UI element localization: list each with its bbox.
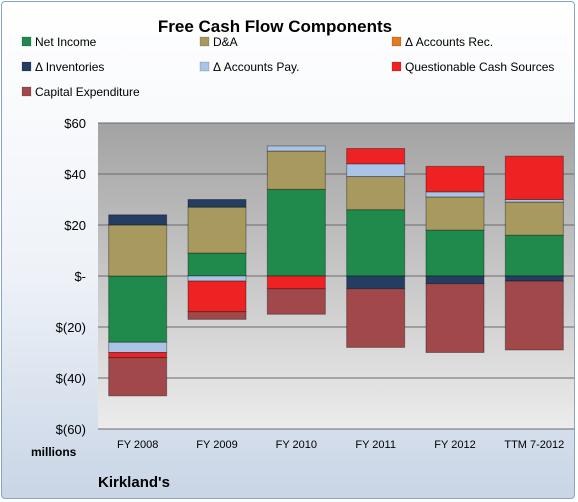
bar-d-a-fy-2008 (108, 224, 168, 277)
legend-label-d-a: D&A (213, 35, 238, 49)
bar-questionable-cash-sources-fy-2012 (425, 165, 485, 193)
y-tick-label-0: $60 (64, 116, 86, 131)
bar-net-income-fy-2008 (108, 275, 168, 343)
y-tick-label-3: $- (74, 269, 86, 284)
bar-inventories-ttm-7-2012 (504, 275, 564, 282)
bars (108, 145, 564, 397)
chart-title: Free Cash Flow Components (158, 17, 392, 36)
bar-questionable-cash-sources-fy-2011 (346, 148, 406, 165)
legend-label-questionable-cash-sources: Questionable Cash Sources (405, 60, 554, 74)
y-tick-label-4: $(20) (56, 320, 86, 335)
x-tick-label-ttm-7-2012: TTM 7-2012 (504, 439, 564, 451)
bar-net-income-fy-2009 (187, 252, 247, 277)
company-name: Kirkland's (98, 474, 170, 491)
y-tick-label-1: $40 (64, 167, 86, 182)
legend-label-accounts-rec: Δ Accounts Rec. (405, 35, 493, 49)
x-tick-label-fy-2008: FY 2008 (117, 439, 158, 451)
x-tick-label-fy-2009: FY 2009 (196, 439, 237, 451)
bar-net-income-fy-2011 (346, 209, 406, 277)
legend-swatch-questionable-cash-sources (391, 61, 402, 72)
bar-inventories-fy-2008 (108, 214, 168, 226)
bar-capital-expenditure-fy-2008 (108, 357, 168, 397)
bar-inventories-fy-2011 (346, 275, 406, 290)
bar-questionable-cash-sources-ttm-7-2012 (504, 155, 564, 200)
bar-accounts-pay-fy-2010 (266, 145, 326, 152)
bar-net-income-fy-2010 (266, 188, 326, 277)
bar-inventories-fy-2009 (187, 199, 247, 208)
bar-questionable-cash-sources-fy-2008 (108, 352, 168, 359)
x-axis: FY 2008 FY 2009 FY 2010 FY 2011 FY 2012 TTM 7… (117, 439, 564, 451)
legend-swatch-inventories (21, 61, 32, 72)
x-tick-label-fy-2010: FY 2010 (276, 439, 317, 451)
x-tick-label-fy-2011: FY 2011 (355, 439, 396, 451)
legend-swatch-capital-expenditure (21, 86, 32, 97)
bar-d-a-fy-2012 (425, 196, 485, 231)
x-tick-label-fy-2012: FY 2012 (434, 439, 475, 451)
y-tick-label-5: $(40) (56, 371, 86, 386)
bar-questionable-cash-sources-fy-2010 (266, 275, 326, 290)
bar-d-a-fy-2011 (346, 176, 406, 211)
legend: Net Income D&A Δ Accounts Rec. Δ Inventorie… (21, 35, 554, 99)
bar-accounts-pay-fy-2008 (108, 341, 168, 353)
bar-capital-expenditure-fy-2009 (187, 311, 247, 320)
legend-label-capital-expenditure: Capital Expenditure (35, 85, 140, 99)
bar-capital-expenditure-fy-2011 (346, 288, 406, 348)
bar-capital-expenditure-fy-2012 (425, 283, 485, 353)
legend-swatch-net-income (21, 36, 32, 47)
bar-accounts-pay-fy-2009 (187, 275, 247, 282)
legend-swatch-d-a (199, 36, 210, 47)
legend-swatch-accounts-pay (199, 61, 210, 72)
bar-capital-expenditure-fy-2010 (266, 288, 326, 315)
bar-accounts-pay-fy-2012 (425, 191, 485, 198)
legend-label-inventories: Δ Inventories (35, 60, 104, 74)
bar-capital-expenditure-ttm-7-2012 (504, 280, 564, 351)
y-tick-label-6: $(60) (56, 422, 86, 437)
bar-inventories-fy-2012 (425, 275, 485, 285)
bar-questionable-cash-sources-fy-2009 (187, 280, 247, 313)
bar-net-income-fy-2012 (425, 229, 485, 277)
bar-net-income-ttm-7-2012 (504, 234, 564, 277)
legend-swatch-accounts-rec (391, 36, 402, 47)
legend-label-accounts-pay: Δ Accounts Pay. (213, 60, 300, 74)
gridlines (98, 122, 574, 430)
legend-label-net-income: Net Income (35, 35, 97, 49)
y-axis: $60 $40 $20 $- $(20) $(40) $(60) (56, 116, 86, 437)
bar-d-a-fy-2009 (187, 206, 247, 254)
y-tick-label-2: $20 (64, 218, 86, 233)
bar-d-a-fy-2010 (266, 150, 326, 190)
bar-d-a-ttm-7-2012 (504, 201, 564, 236)
bar-accounts-pay-fy-2011 (346, 163, 406, 178)
unit-label: millions (31, 445, 77, 459)
